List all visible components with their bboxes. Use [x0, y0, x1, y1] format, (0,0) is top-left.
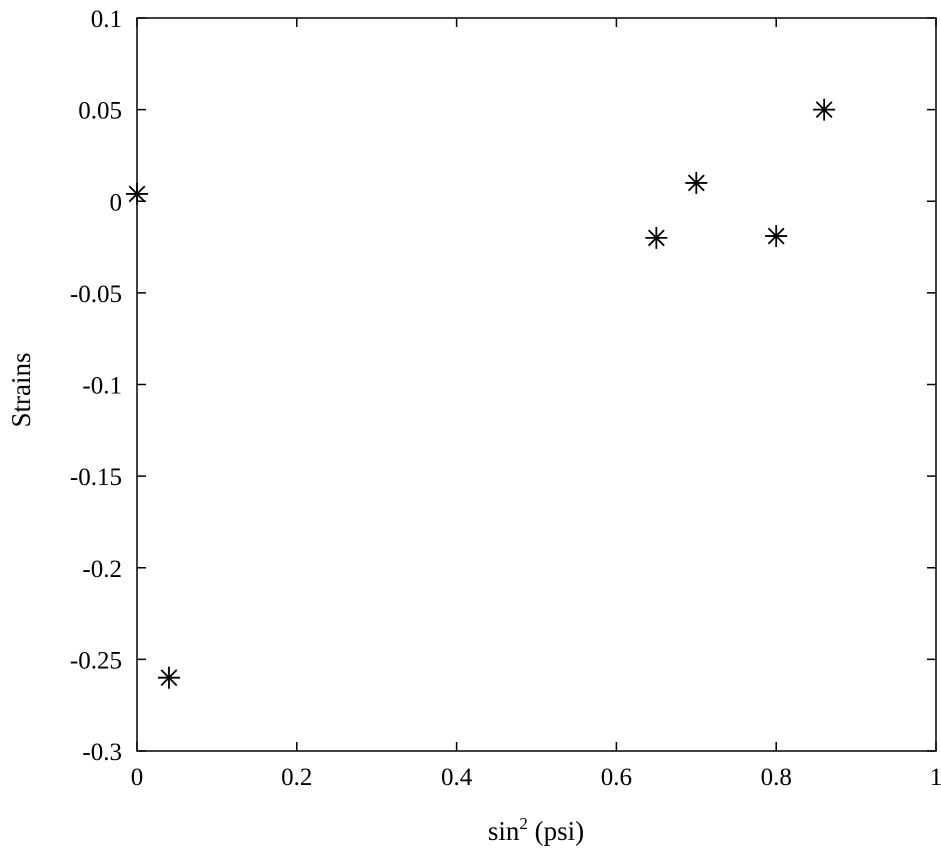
x-axis-label: sin2 (psi): [488, 814, 584, 846]
data-points: [126, 98, 836, 689]
data-point-asterisk: [685, 171, 708, 194]
data-point-asterisk: [765, 225, 788, 248]
plot-frame: [136, 17, 937, 752]
y-tick-label: -0.3: [82, 739, 122, 766]
plot-area: [136, 17, 937, 752]
y-tick-label: -0.05: [70, 281, 122, 308]
x-axis-label-rest: (psi): [528, 816, 584, 846]
y-tick-label: 0.1: [91, 6, 122, 33]
y-tick-label: 0: [110, 189, 123, 216]
y-tick-label: -0.15: [70, 464, 122, 491]
data-point-asterisk: [813, 98, 836, 121]
data-point-asterisk: [126, 182, 148, 205]
x-tick-label: 0.2: [281, 764, 312, 791]
data-point-asterisk: [157, 666, 180, 689]
x-tick-label: 0.6: [601, 764, 632, 791]
x-axis-ticks: 0 0.2 0.4 0.6 0.8 1: [131, 18, 941, 791]
y-axis-ticks: 0.1 0.05 0 -0.05 -0.1 -0.15 -0.2 -0.25 -0.3: [70, 6, 936, 766]
y-tick-label: -0.25: [70, 647, 122, 674]
data-point-asterisk: [645, 226, 668, 249]
x-tick-label: 1: [930, 764, 941, 791]
y-tick-label: 0.05: [78, 98, 122, 125]
y-tick-label: -0.1: [82, 373, 122, 400]
x-tick-label: 0.8: [761, 764, 792, 791]
x-tick-label: 0.4: [441, 764, 473, 791]
x-tick-label: 0: [131, 764, 144, 791]
y-axis-label: Strains: [6, 352, 36, 427]
y-tick-label: -0.2: [82, 556, 122, 583]
x-axis-label-superscript: 2: [519, 814, 528, 833]
x-axis-label-base: sin: [488, 816, 520, 846]
